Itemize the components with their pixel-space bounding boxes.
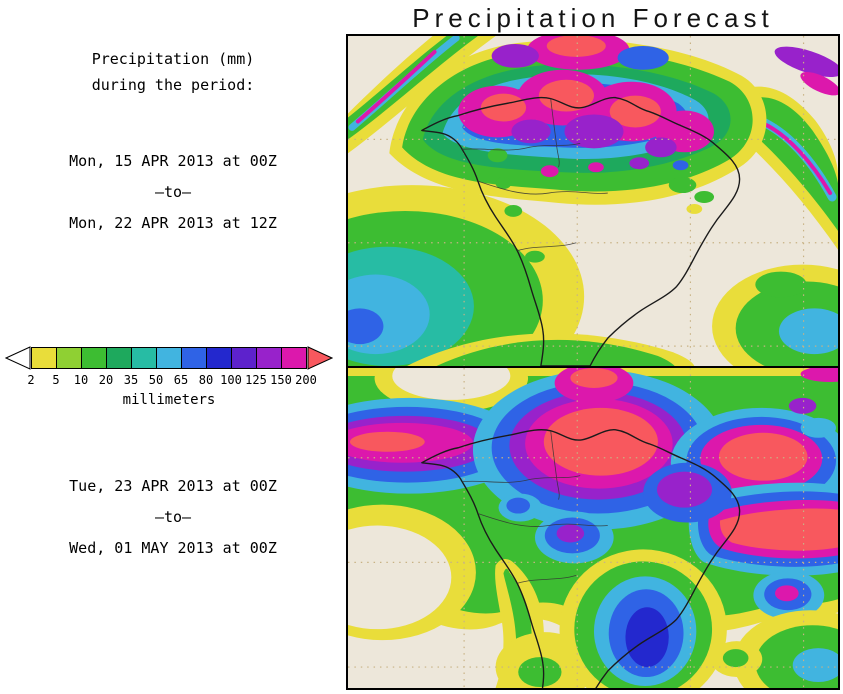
legend-tick: 10 <box>73 373 89 387</box>
map-panel-top <box>348 36 838 366</box>
period-1-separator: –to– <box>154 183 192 201</box>
legend-underflow-arrow <box>5 346 31 370</box>
legend-tick: 200 <box>295 373 317 387</box>
period-1-to: Mon, 22 APR 2013 at 12Z <box>69 214 277 232</box>
legend-heading-line1: Precipitation (mm) <box>91 50 255 68</box>
legend-tick: 65 <box>173 373 189 387</box>
legend-segments <box>31 347 307 369</box>
legend-heading-line2: during the period: <box>91 76 255 94</box>
legend-segment <box>206 347 232 369</box>
legend-heading: Precipitation (mm) during the period: <box>0 46 346 98</box>
legend-segment <box>81 347 107 369</box>
legend-segment <box>31 347 57 369</box>
map-top-precipitation-shading <box>348 36 838 366</box>
legend-segment <box>281 347 307 369</box>
legend-ticks: 2 5 10 20 35 50 65 80 100 125 150 200 <box>5 373 341 388</box>
map-top-coastline <box>421 96 741 366</box>
legend-overflow-arrow <box>307 346 333 370</box>
legend-tick: 150 <box>270 373 292 387</box>
legend-segment <box>231 347 257 369</box>
period-2-to: Wed, 01 MAY 2013 at 00Z <box>69 539 277 557</box>
legend-tick: 50 <box>148 373 164 387</box>
legend-segment <box>156 347 182 369</box>
page-title: Precipitation Forecast <box>412 3 774 33</box>
period-1-from: Mon, 15 APR 2013 at 00Z <box>69 152 277 170</box>
legend-tick: 100 <box>220 373 242 387</box>
map-panel-bottom <box>348 368 838 688</box>
period-2-separator: –to– <box>154 508 192 526</box>
legend-segment <box>256 347 282 369</box>
legend-segment <box>181 347 207 369</box>
legend-tick: 20 <box>98 373 114 387</box>
legend-tick: 125 <box>245 373 267 387</box>
legend-segment <box>131 347 157 369</box>
panel-divider <box>348 366 838 368</box>
period-2: Tue, 23 APR 2013 at 00Z –to– Wed, 01 MAY… <box>0 477 346 570</box>
period-1: Mon, 15 APR 2013 at 00Z –to– Mon, 22 APR… <box>0 152 346 245</box>
color-legend: 2 5 10 20 35 50 65 80 100 125 150 200 millimeters <box>5 346 341 408</box>
legend-tick: 2 <box>27 373 35 387</box>
legend-unit-label: millimeters <box>122 392 216 408</box>
legend-segment <box>56 347 82 369</box>
legend-bar <box>5 346 341 370</box>
map-bottom-coastline <box>421 429 741 688</box>
period-2-from: Tue, 23 APR 2013 at 00Z <box>69 477 277 495</box>
sidebar: Precipitation (mm) during the period: Mo… <box>0 0 346 694</box>
legend-segment <box>106 347 132 369</box>
legend-tick: 80 <box>198 373 214 387</box>
legend-tick: 5 <box>52 373 60 387</box>
map-bottom-precipitation-shading <box>348 368 838 688</box>
legend-tick: 35 <box>123 373 139 387</box>
map-panels <box>346 34 840 690</box>
